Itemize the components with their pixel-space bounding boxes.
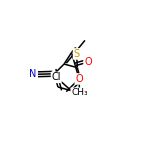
Text: S: S <box>74 49 80 59</box>
Text: CH₃: CH₃ <box>71 88 88 97</box>
Text: O: O <box>84 57 92 67</box>
Text: N: N <box>29 69 37 79</box>
Text: Cl: Cl <box>52 72 61 82</box>
Text: O: O <box>75 74 83 84</box>
